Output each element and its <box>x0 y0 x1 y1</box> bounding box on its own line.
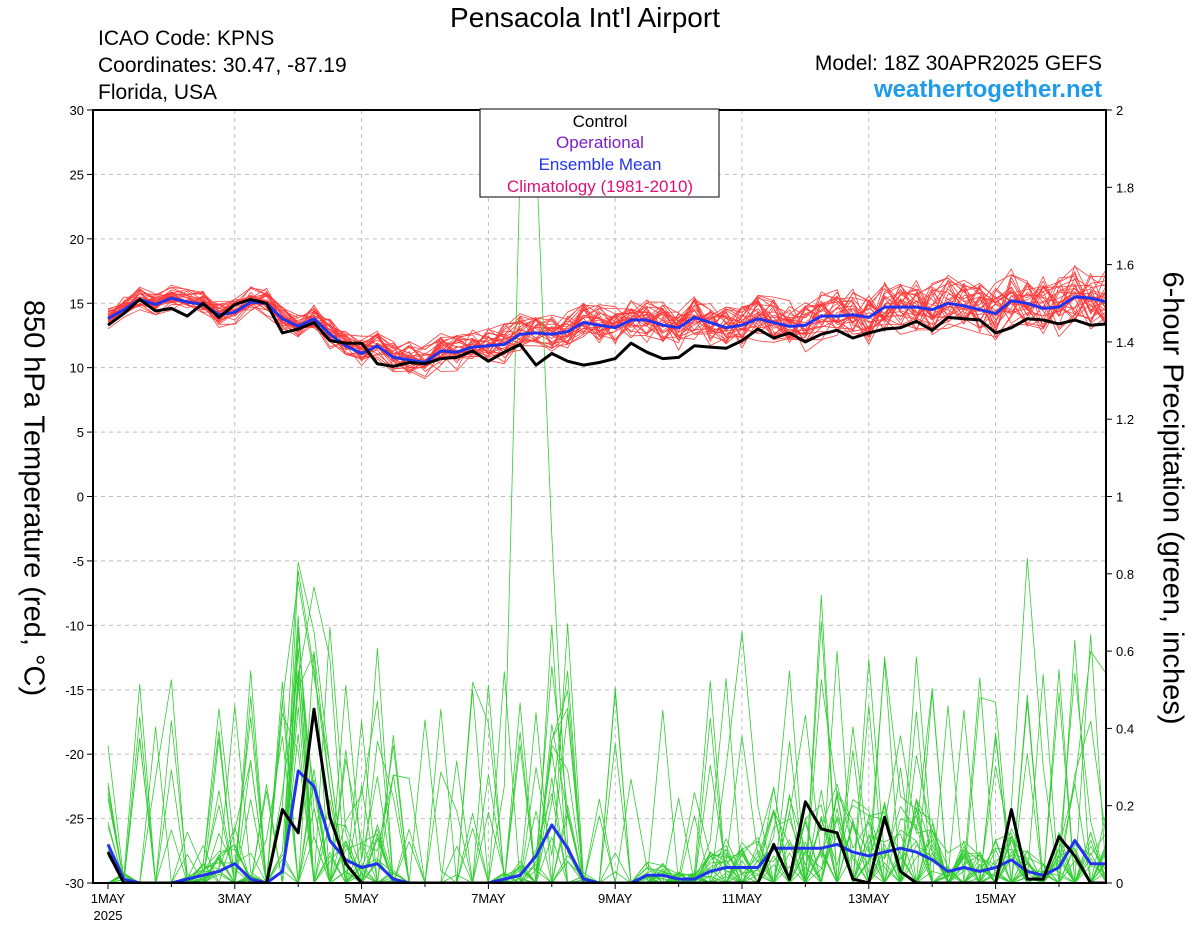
x-tick-label: 7MAY <box>471 891 506 906</box>
precip-member-line <box>107 656 1106 883</box>
precip-member-line <box>108 626 1106 883</box>
chart-title: Pensacola Int'l Airport <box>450 2 720 33</box>
legend: Control Operational Ensemble Mean Climat… <box>479 108 720 198</box>
y-tick-label-right: 0.6 <box>1116 644 1134 659</box>
x-tick-label: 13MAY <box>848 891 890 906</box>
y-tick-label-left: 30 <box>70 103 84 118</box>
coordinates: Coordinates: 30.47, -87.19 <box>98 54 347 77</box>
y-tick-label-right: 1.4 <box>1116 335 1134 350</box>
legend-box <box>479 108 720 198</box>
y-tick-label-left: 0 <box>77 490 84 505</box>
precip-member-line <box>108 148 1106 883</box>
legend-ensemble-mean: Ensemble Mean <box>539 155 662 174</box>
y-tick-label-left: 20 <box>70 232 84 247</box>
precip-member-line <box>107 639 1106 883</box>
y-tick-label-right: 0 <box>1116 876 1123 891</box>
y-tick-label-right: 0.8 <box>1116 567 1134 582</box>
y-tick-label-right: 0.4 <box>1116 721 1134 736</box>
main-series <box>106 295 1106 883</box>
model-run: Model: 18Z 30APR2025 GEFS <box>814 52 1102 75</box>
icao-code: ICAO Code: KPNS <box>98 27 275 50</box>
x-tick-label: 1MAY <box>91 891 126 906</box>
precip-member-line <box>108 615 1106 883</box>
x-tick-label: 5MAY <box>344 891 379 906</box>
site-link[interactable]: weathertogether.net <box>873 76 1102 103</box>
y-tick-label-left: -30 <box>65 876 84 891</box>
precip-member-line <box>108 557 1106 883</box>
y-tick-label-right: 1.2 <box>1116 412 1134 427</box>
temp-member-line <box>107 266 1106 368</box>
temp-control-line <box>107 297 1106 368</box>
precip-ensemble-mean-line <box>106 769 1106 883</box>
x-tick-sublabel: 2025 <box>94 908 123 923</box>
temp-member-line <box>107 271 1106 356</box>
y-tick-label-left: 10 <box>70 361 84 376</box>
x-tick-label: 3MAY <box>218 891 253 906</box>
grid <box>93 110 1106 883</box>
axes: 302520151050-5-10-15-20-25-3021.81.61.41… <box>65 103 1134 923</box>
y-tick-label-left: -20 <box>65 747 84 762</box>
y-tick-label-right: 2 <box>1116 103 1123 118</box>
y-tick-label-right: 1 <box>1116 490 1123 505</box>
precip-member-line <box>107 656 1106 883</box>
temp-member-line <box>107 274 1106 364</box>
y-tick-label-left: -5 <box>72 554 84 569</box>
x-tick-label: 11MAY <box>722 891 763 906</box>
precip-control-line <box>106 707 1106 883</box>
region: Florida, USA <box>98 81 218 104</box>
y-tick-label-left: -10 <box>65 618 84 633</box>
y-tick-label-right: 1.6 <box>1116 258 1134 273</box>
x-tick-label: 9MAY <box>598 891 633 906</box>
precip-member-line <box>108 561 1106 883</box>
y-tick-label-left: -15 <box>65 683 84 698</box>
legend-control: Control <box>573 112 628 131</box>
y-tick-label-left: 25 <box>70 167 84 182</box>
precip-member-line <box>107 594 1106 883</box>
temp-member-line <box>107 288 1106 367</box>
precip-member-line <box>107 570 1106 883</box>
ensemble-members <box>107 148 1106 883</box>
precip-member-line <box>107 735 1106 883</box>
legend-operational: Operational <box>556 133 644 152</box>
y-tick-label-left: 5 <box>77 425 84 440</box>
y-tick-label-left: -25 <box>65 812 84 827</box>
x-tick-label: 15MAY <box>975 891 1017 906</box>
y-tick-label-left: 15 <box>70 296 84 311</box>
legend-climatology: Climatology (1981-2010) <box>507 177 693 196</box>
y-tick-label-right: 1.8 <box>1116 180 1134 195</box>
precip-member-line <box>108 700 1106 883</box>
y-tick-label-right: 0.2 <box>1116 799 1134 814</box>
temp-ensemble-mean-line <box>107 295 1106 364</box>
precip-member-line <box>108 647 1106 883</box>
